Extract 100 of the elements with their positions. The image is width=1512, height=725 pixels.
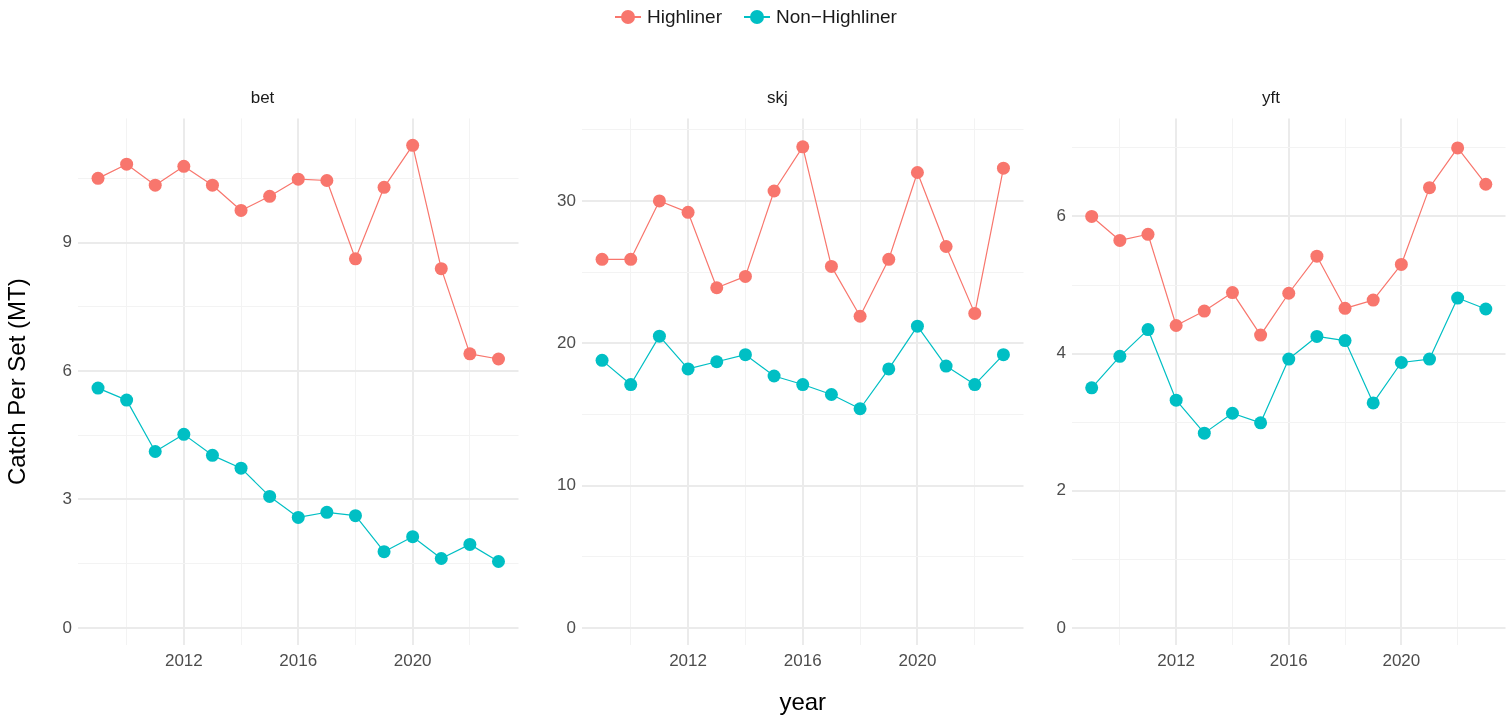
point bbox=[234, 461, 248, 475]
point bbox=[177, 159, 191, 173]
point bbox=[1225, 406, 1239, 420]
point bbox=[120, 393, 134, 407]
x-tick-label: 2012 bbox=[1157, 650, 1196, 670]
point bbox=[1479, 302, 1493, 316]
x-tick-label: 2016 bbox=[1269, 650, 1308, 670]
point bbox=[796, 140, 810, 154]
point bbox=[1394, 356, 1408, 369]
point bbox=[1197, 426, 1211, 440]
legend-label: Non−Highliner bbox=[776, 6, 897, 28]
point bbox=[595, 353, 609, 367]
point bbox=[968, 306, 982, 320]
x-tick-label: 2020 bbox=[393, 650, 432, 670]
point bbox=[1451, 291, 1465, 305]
y-tick-label: 20 bbox=[557, 332, 576, 352]
y-tick-label: 6 bbox=[62, 360, 72, 380]
point bbox=[767, 184, 781, 198]
point bbox=[263, 189, 277, 203]
point bbox=[1366, 293, 1380, 307]
point bbox=[796, 378, 810, 392]
point bbox=[406, 138, 420, 152]
point bbox=[1338, 334, 1352, 348]
point bbox=[1451, 141, 1465, 155]
x-tick-label: 2020 bbox=[898, 650, 937, 670]
y-tick-label: 6 bbox=[1056, 206, 1066, 226]
point bbox=[968, 378, 982, 392]
point bbox=[1085, 381, 1099, 395]
point bbox=[1282, 352, 1296, 366]
y-tick-label: 0 bbox=[566, 617, 576, 637]
point bbox=[1254, 328, 1268, 342]
x-tick-label: 2020 bbox=[1382, 650, 1421, 670]
point bbox=[595, 252, 609, 266]
point bbox=[824, 259, 838, 273]
y-tick-label: 10 bbox=[557, 475, 576, 495]
y-tick-label: 30 bbox=[557, 190, 576, 210]
point bbox=[996, 348, 1010, 362]
point bbox=[348, 509, 362, 523]
y-tick-label: 0 bbox=[1056, 617, 1066, 637]
point bbox=[1338, 301, 1352, 315]
point bbox=[291, 172, 305, 186]
y-tick-label: 4 bbox=[1056, 343, 1066, 363]
point bbox=[463, 537, 477, 551]
point bbox=[491, 555, 505, 569]
point bbox=[320, 505, 334, 519]
point bbox=[1225, 286, 1239, 300]
point bbox=[434, 262, 448, 276]
point bbox=[767, 369, 781, 383]
y-tick-label: 9 bbox=[62, 232, 72, 252]
y-tick-label: 3 bbox=[62, 489, 72, 509]
point bbox=[434, 552, 448, 566]
point bbox=[291, 510, 305, 524]
point bbox=[1282, 286, 1296, 300]
point bbox=[710, 355, 724, 369]
point bbox=[91, 381, 105, 395]
point bbox=[652, 329, 666, 343]
x-axis-title: year bbox=[779, 688, 827, 716]
point bbox=[910, 319, 924, 333]
x-tick-label: 2016 bbox=[783, 650, 822, 670]
point bbox=[1197, 304, 1211, 318]
point bbox=[1085, 209, 1099, 223]
point bbox=[320, 173, 334, 187]
point bbox=[824, 388, 838, 402]
point bbox=[882, 252, 896, 266]
point bbox=[624, 378, 638, 392]
point bbox=[1394, 257, 1408, 271]
legend-label: Highliner bbox=[647, 6, 723, 28]
point bbox=[738, 269, 752, 283]
point bbox=[205, 178, 219, 192]
point bbox=[681, 205, 695, 219]
point bbox=[1113, 233, 1127, 247]
point bbox=[1169, 318, 1183, 332]
x-tick-label: 2016 bbox=[279, 650, 318, 670]
x-tick-label: 2012 bbox=[164, 650, 203, 670]
point bbox=[234, 203, 248, 217]
chart-title: bet bbox=[250, 87, 275, 107]
point bbox=[939, 359, 953, 373]
point bbox=[1479, 177, 1493, 191]
point bbox=[1254, 416, 1268, 430]
x-tick-label: 2012 bbox=[669, 650, 707, 670]
point bbox=[177, 427, 191, 441]
point bbox=[463, 347, 477, 361]
point bbox=[996, 161, 1010, 175]
point bbox=[148, 178, 162, 192]
point bbox=[1113, 349, 1127, 363]
point bbox=[1423, 352, 1436, 366]
point bbox=[1169, 393, 1183, 407]
point bbox=[1366, 396, 1380, 410]
point bbox=[710, 281, 724, 295]
y-axis-title: Catch Per Set (MT) bbox=[3, 278, 31, 486]
y-tick-label: 2 bbox=[1056, 480, 1066, 500]
point bbox=[1310, 329, 1324, 343]
point bbox=[882, 362, 896, 376]
point bbox=[681, 362, 695, 376]
point bbox=[91, 171, 105, 185]
chart-title: yft bbox=[1262, 87, 1281, 107]
point bbox=[377, 180, 391, 194]
y-tick-label: 0 bbox=[62, 617, 72, 637]
point bbox=[1141, 323, 1155, 337]
point bbox=[263, 489, 277, 503]
